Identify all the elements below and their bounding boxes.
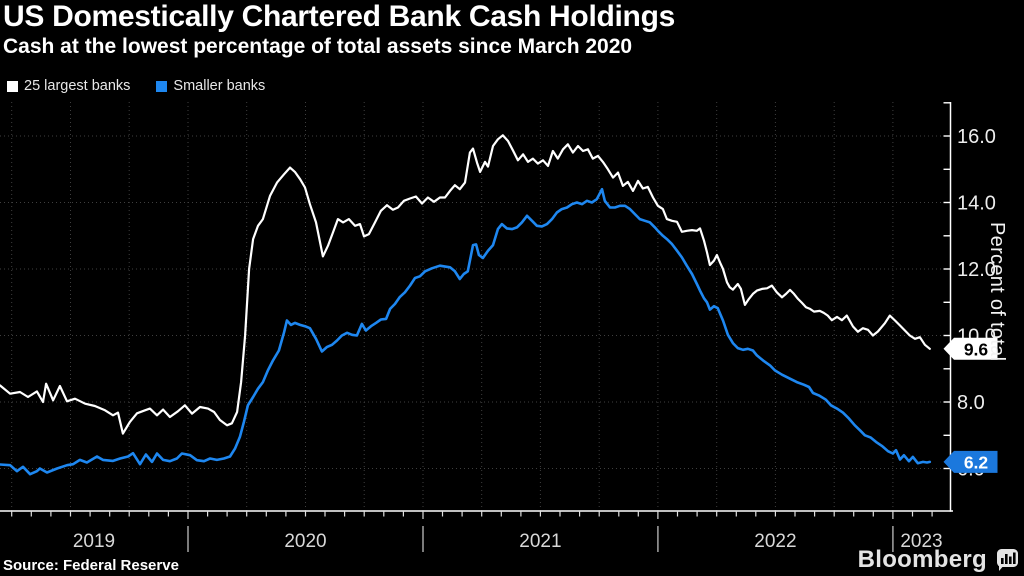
- bloomberg-brand: Bloomberg: [858, 546, 1019, 574]
- legend-swatch-blue-icon: [156, 80, 168, 92]
- last-value-label: 9.6: [964, 339, 989, 359]
- y-tick-label: 12.0: [957, 259, 996, 281]
- y-axis-title: Percent of total: [986, 222, 1008, 362]
- x-year-labels: 2019 2020 2021 2022 2023: [73, 531, 943, 552]
- last-value-label: 6.2: [964, 452, 989, 472]
- last-value-badge-smaller-banks: 6.2: [943, 450, 998, 473]
- legend-label: 25 largest banks: [24, 78, 131, 94]
- x-year-label: 2021: [519, 531, 561, 552]
- last-value-badge-25-largest-banks: 9.6: [943, 337, 998, 360]
- chart-subtitle: Cash at the lowest percentage of total a…: [3, 35, 633, 58]
- x-year-label: 2020: [284, 531, 326, 552]
- y-tick-label: 14.0: [957, 193, 996, 215]
- gridlines: [0, 102, 950, 511]
- year-separators: [187, 526, 894, 552]
- y-tick-label: 8.0: [957, 392, 985, 414]
- y-tick-label: 16.0: [957, 126, 996, 148]
- legend-label: Smaller banks: [173, 78, 266, 94]
- page-title: US Domestically Chartered Bank Cash Hold…: [3, 0, 675, 33]
- x-year-label: 2019: [73, 531, 115, 552]
- y-axis-ticks: [943, 102, 951, 470]
- legend-item-smaller-banks: Smaller banks: [156, 78, 265, 94]
- bloomberg-chart-bubble-icon: [997, 549, 1018, 571]
- legend-swatch-white-icon: [7, 80, 18, 92]
- source-note: Source: Federal Reserve: [3, 557, 179, 574]
- axes: [0, 102, 953, 512]
- legend: 25 largest banks Smaller banks: [7, 78, 265, 94]
- x-axis-ticks: [11, 511, 933, 519]
- bloomberg-wordmark: Bloomberg: [857, 546, 987, 573]
- series-line-smaller-banks: [0, 187, 932, 476]
- x-year-label: 2022: [754, 531, 796, 552]
- series-line-25-largest-banks: [0, 134, 931, 435]
- x-year-label: 2023: [900, 531, 942, 552]
- legend-item-25-largest-banks: 25 largest banks: [7, 78, 130, 94]
